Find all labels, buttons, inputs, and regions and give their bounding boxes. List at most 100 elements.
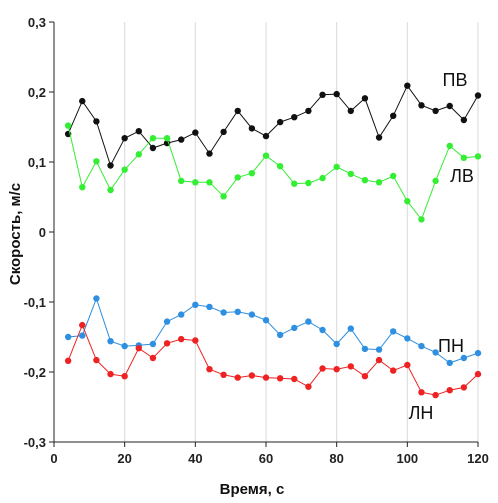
data-point [220,371,227,378]
data-point [220,309,227,316]
data-point [262,374,270,381]
data-point [248,125,256,132]
data-point [234,308,241,315]
data-point [121,342,128,350]
data-point [163,135,171,142]
data-point [418,102,425,109]
data-point [305,179,312,187]
series-line [67,323,479,396]
data-point [163,318,171,325]
data-point [276,118,284,126]
data-point [474,92,482,99]
y-tick-label: 0,2 [28,85,46,100]
data-point [333,90,340,98]
x-tick-label: 20 [117,451,131,466]
data-point [93,295,100,302]
data-point [361,95,369,102]
series-line [68,297,479,364]
data-point [276,375,284,382]
data-point [135,345,142,352]
x-tick-label: 0 [50,451,57,466]
data-point [234,107,241,115]
data-point [248,311,256,318]
data-point [305,318,312,325]
data-point [262,152,270,159]
data-point [107,370,114,378]
data-point [319,91,326,99]
data-point [192,129,199,136]
data-point [206,303,213,311]
data-point [121,135,128,142]
data-point [121,166,128,173]
data-point [319,326,326,334]
data-point [64,333,72,341]
data-point [149,135,157,142]
x-tick-label: 40 [188,451,202,466]
data-point [432,107,439,115]
data-point [64,122,72,129]
data-point [93,158,100,165]
data-point [206,366,213,373]
data-point [361,345,369,353]
data-point [178,335,185,343]
y-tick-label: 0,3 [28,15,46,30]
y-tick-label: -0,1 [24,295,46,310]
data-point [135,151,142,158]
data-point [390,172,397,180]
data-point [474,153,482,160]
data-point [404,82,411,89]
data-point [446,387,453,394]
data-point [79,184,86,191]
data-point [404,198,411,205]
data-point [262,317,270,324]
data-point [460,354,468,362]
data-point [291,375,298,383]
data-point [220,193,227,200]
data-point [149,354,157,362]
series-line [67,125,479,221]
data-point [291,324,298,332]
y-tick-label: -0,3 [24,435,46,450]
data-point [192,337,199,344]
data-point [79,97,86,105]
data-point [248,372,256,379]
data-point [64,357,72,364]
series-layer [64,82,482,399]
data-point [375,134,383,141]
series-label: ПВ [443,70,468,90]
data-point [361,177,369,184]
data-point [446,102,453,110]
data-point [192,301,199,308]
data-point [361,373,369,380]
y-tick-label: 0,1 [28,155,46,170]
data-point [347,170,354,178]
data-point [375,346,383,353]
series-label: ПН [438,336,464,356]
grid-lines [124,22,479,442]
data-point [390,328,397,335]
data-point [404,335,411,342]
data-point [418,216,425,223]
data-point [192,179,199,186]
data-point [220,128,227,136]
data-point [93,118,100,125]
data-point [432,391,439,399]
data-point [149,144,157,152]
x-tick-label: 80 [329,451,343,466]
data-point [333,366,340,373]
y-axis-ticks: -0,3 -0,2 -0,1 0 0,1 0,2 0,3 [24,15,54,450]
data-point [206,150,213,157]
data-point [234,174,241,181]
x-axis-ticks: 0 20 40 60 80 100 120 [50,442,489,466]
data-point [276,163,284,170]
series-label: ЛН [409,403,434,423]
data-point [390,112,397,120]
data-point [107,186,114,194]
data-point [135,128,142,135]
data-point [121,373,128,380]
data-point [79,321,86,329]
series-label: ЛВ [450,166,474,186]
data-point [276,331,284,339]
data-point [404,361,411,369]
y-tick-label: 0 [39,225,46,240]
